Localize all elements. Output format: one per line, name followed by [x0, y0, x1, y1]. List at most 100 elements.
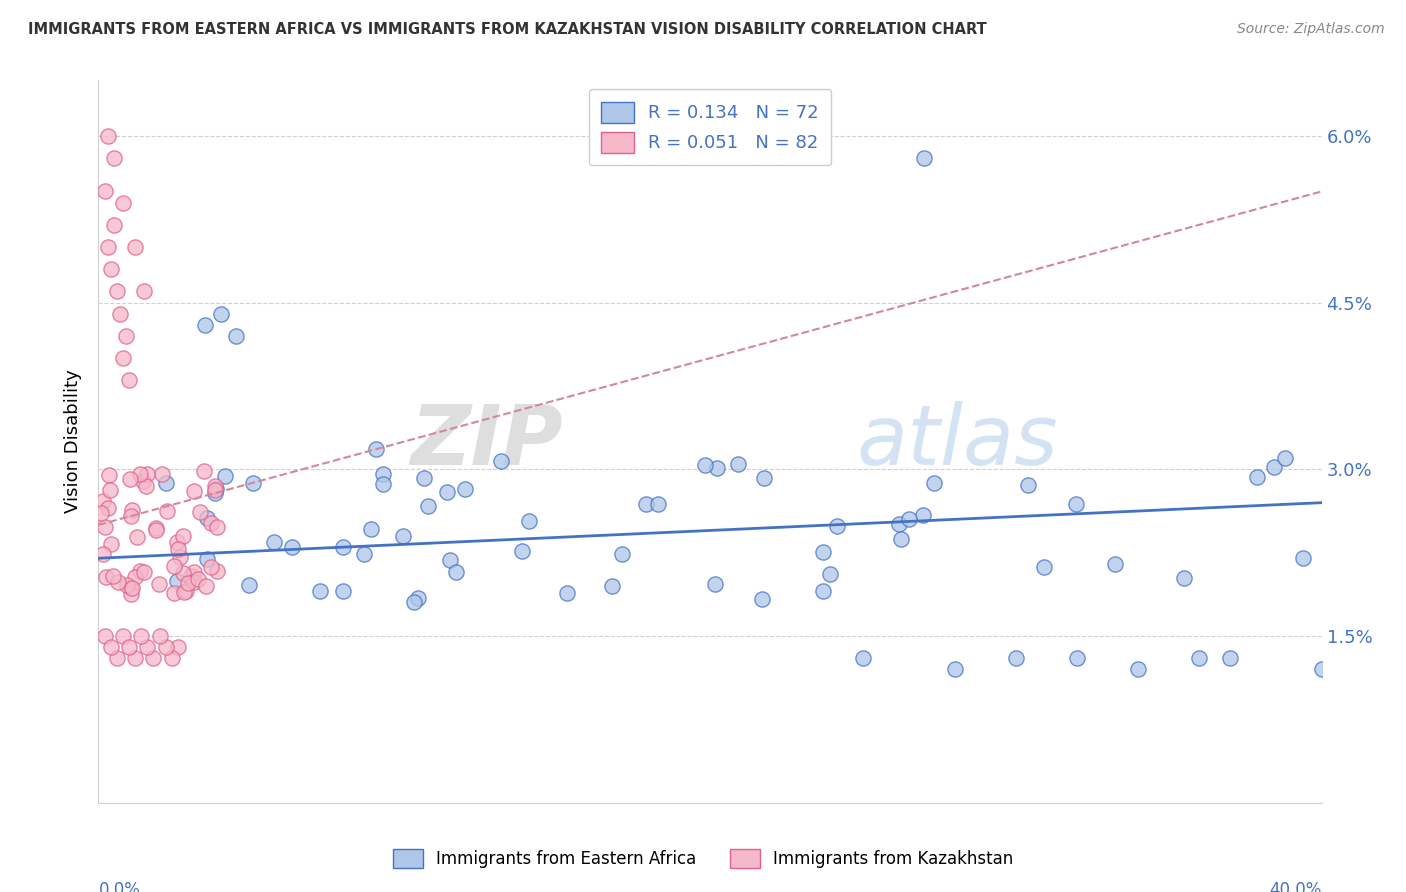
Point	[169, 550, 191, 565]
Point	[204, 485, 226, 500]
Point	[111, 629, 134, 643]
Point	[172, 566, 194, 580]
Point	[1173, 571, 1195, 585]
Point	[148, 576, 170, 591]
Point	[97, 128, 120, 143]
Point	[111, 351, 134, 366]
Point	[366, 442, 388, 457]
Point	[634, 497, 657, 511]
Point	[125, 530, 148, 544]
Point	[519, 514, 541, 528]
Point	[332, 540, 354, 554]
Point	[135, 467, 157, 482]
Point	[188, 505, 211, 519]
Point	[752, 470, 775, 484]
Point	[647, 496, 669, 510]
Point	[194, 318, 217, 332]
Point	[180, 569, 202, 583]
Point	[120, 587, 142, 601]
Point	[695, 458, 717, 472]
Point	[107, 575, 129, 590]
Point	[898, 512, 921, 526]
Text: Source: ZipAtlas.com: Source: ZipAtlas.com	[1237, 22, 1385, 37]
Point	[195, 552, 218, 566]
Point	[214, 468, 236, 483]
Point	[129, 629, 152, 643]
Legend: R = 0.134   N = 72, R = 0.051   N = 82: R = 0.134 N = 72, R = 0.051 N = 82	[589, 89, 831, 165]
Point	[93, 629, 115, 643]
Point	[121, 582, 143, 596]
Point	[204, 483, 226, 497]
Point	[128, 564, 150, 578]
Point	[167, 541, 190, 556]
Point	[811, 583, 834, 598]
Point	[160, 651, 183, 665]
Point	[173, 584, 195, 599]
Point	[172, 529, 194, 543]
Point	[120, 581, 142, 595]
Point	[610, 547, 633, 561]
Point	[167, 640, 190, 655]
Point	[118, 373, 141, 387]
Point	[121, 503, 143, 517]
Legend: Immigrants from Eastern Africa, Immigrants from Kazakhstan: Immigrants from Eastern Africa, Immigran…	[387, 842, 1019, 875]
Point	[204, 479, 226, 493]
Point	[103, 568, 125, 582]
Point	[194, 578, 217, 592]
Point	[263, 535, 285, 549]
Point	[124, 651, 146, 665]
Point	[225, 329, 247, 343]
Point	[97, 240, 120, 254]
Point	[751, 591, 773, 606]
Point	[183, 575, 205, 590]
Point	[97, 500, 120, 515]
Point	[406, 591, 429, 605]
Point	[100, 262, 122, 277]
Point	[242, 475, 264, 490]
Point	[1128, 662, 1150, 676]
Point	[1033, 560, 1056, 574]
Point	[1004, 651, 1026, 665]
Point	[444, 565, 467, 579]
Point	[852, 651, 875, 665]
Point	[418, 499, 440, 513]
Point	[454, 482, 477, 496]
Point	[353, 547, 375, 561]
Point	[1064, 497, 1087, 511]
Point	[510, 544, 533, 558]
Point	[91, 494, 114, 508]
Point	[176, 576, 198, 591]
Point	[176, 583, 198, 598]
Point	[124, 240, 146, 254]
Point	[1263, 460, 1285, 475]
Point	[555, 586, 578, 600]
Point	[94, 570, 117, 584]
Point	[117, 577, 139, 591]
Text: atlas: atlas	[856, 401, 1059, 482]
Point	[827, 519, 849, 533]
Point	[100, 640, 122, 655]
Point	[115, 329, 138, 343]
Text: 0.0%: 0.0%	[98, 880, 141, 892]
Point	[129, 467, 152, 481]
Point	[703, 577, 725, 591]
Point	[91, 547, 114, 561]
Point	[371, 477, 394, 491]
Point	[100, 537, 122, 551]
Point	[600, 579, 623, 593]
Point	[111, 195, 134, 210]
Point	[103, 218, 125, 232]
Point	[145, 521, 167, 535]
Point	[706, 461, 728, 475]
Point	[142, 651, 165, 665]
Text: 40.0%: 40.0%	[1270, 880, 1322, 892]
Point	[163, 586, 186, 600]
Point	[156, 504, 179, 518]
Point	[309, 584, 332, 599]
Point	[118, 472, 141, 486]
Point	[136, 640, 159, 655]
Point	[1104, 557, 1126, 571]
Point	[193, 464, 215, 478]
Point	[439, 553, 461, 567]
Point	[1292, 550, 1315, 565]
